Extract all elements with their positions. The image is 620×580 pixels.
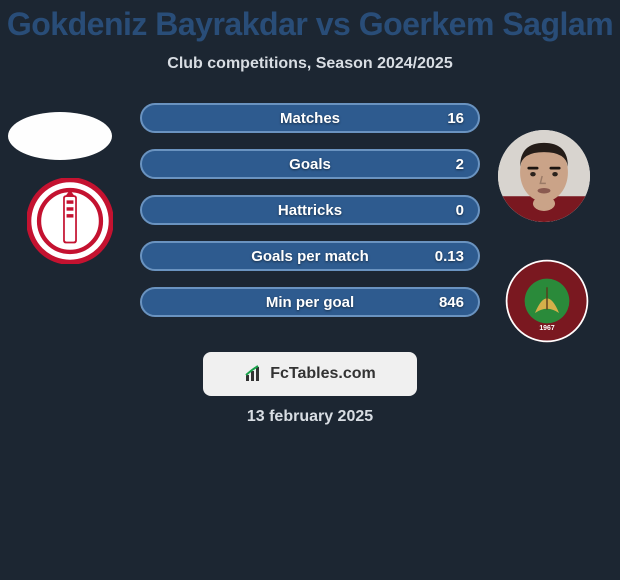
- chart-icon: [244, 365, 264, 383]
- stat-value: 846: [439, 294, 464, 311]
- stat-label: Matches: [142, 110, 478, 127]
- stat-label: Goals: [142, 156, 478, 173]
- stat-row-hattricks: Hattricks 0: [140, 195, 480, 225]
- watermark-badge: FcTables.com: [203, 352, 417, 396]
- card-subtitle: Club competitions, Season 2024/2025: [0, 55, 620, 73]
- stat-label: Goals per match: [142, 248, 478, 265]
- watermark-text: FcTables.com: [270, 365, 376, 383]
- comparison-card: Gokdeniz Bayrakdar vs Goerkem Saglam Clu…: [0, 0, 620, 580]
- stat-label: Min per goal: [142, 294, 478, 311]
- stat-value: 16: [447, 110, 464, 127]
- stat-row-goals: Goals 2: [140, 149, 480, 179]
- stat-value: 0.13: [435, 248, 464, 265]
- stat-row-min-per-goal: Min per goal 846: [140, 287, 480, 317]
- stat-row-goals-per-match: Goals per match 0.13: [140, 241, 480, 271]
- stats-bars: Matches 16 Goals 2 Hattricks 0 Goals per…: [140, 103, 480, 333]
- card-date: 13 february 2025: [0, 408, 620, 426]
- stat-row-matches: Matches 16: [140, 103, 480, 133]
- stats-block: Matches 16 Goals 2 Hattricks 0 Goals per…: [0, 103, 620, 353]
- stat-value: 0: [456, 202, 464, 219]
- card-title: Gokdeniz Bayrakdar vs Goerkem Saglam: [0, 0, 620, 43]
- stat-label: Hattricks: [142, 202, 478, 219]
- stat-value: 2: [456, 156, 464, 173]
